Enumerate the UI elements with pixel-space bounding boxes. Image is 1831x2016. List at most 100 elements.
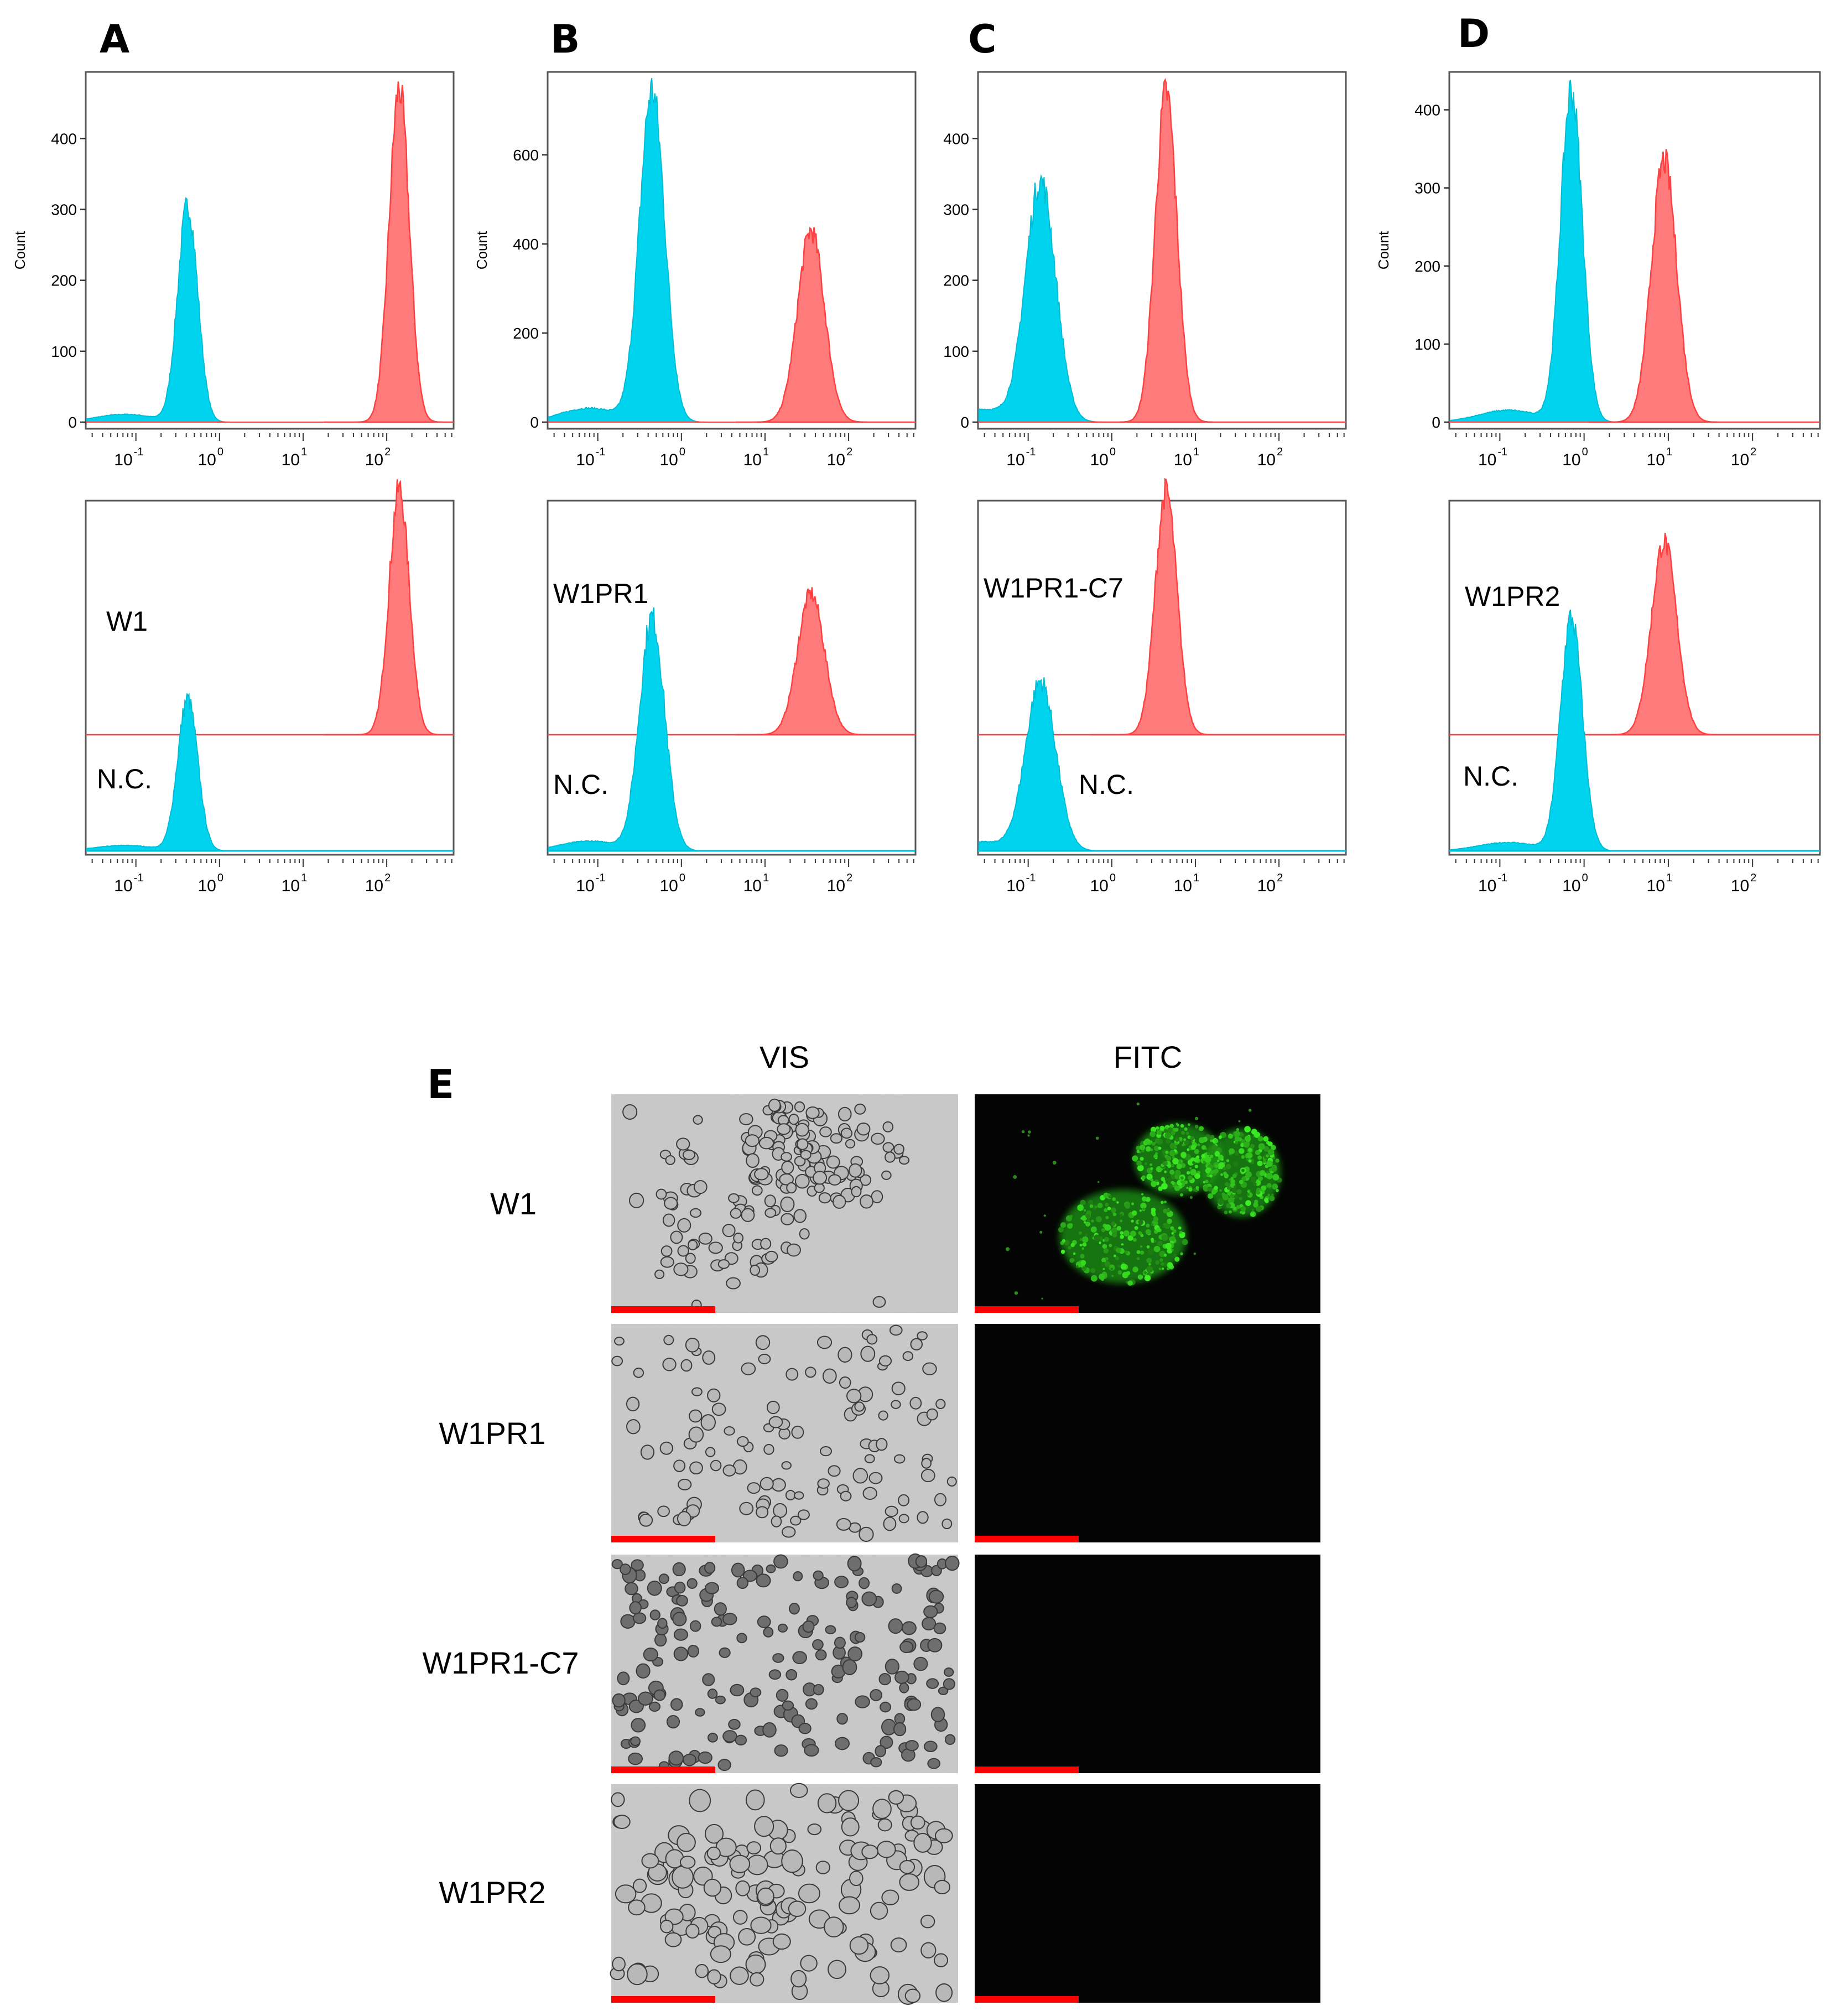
cell — [943, 1678, 955, 1690]
cell — [834, 1576, 849, 1588]
fluorescent-cell — [1138, 1219, 1144, 1225]
fitc-image — [975, 1094, 1320, 1313]
fluorescent-cell — [1224, 1210, 1228, 1214]
cell — [943, 1667, 954, 1677]
x-axis-top-tick-exp: 0 — [217, 446, 223, 458]
fluorescent-cell — [1250, 1144, 1255, 1149]
cell — [762, 1722, 777, 1738]
y-tick-label: 600 — [513, 147, 539, 164]
fluorescent-cell — [1234, 1194, 1239, 1199]
fluorescent-cell — [1226, 1159, 1230, 1162]
fluorescent-cell — [1146, 1266, 1153, 1273]
fluorescent-cell — [1132, 1155, 1138, 1162]
fluorescent-speck — [1210, 1135, 1215, 1140]
cell — [760, 1238, 772, 1250]
cell — [736, 1633, 747, 1644]
cell — [689, 1409, 703, 1423]
cell — [640, 1445, 655, 1460]
fluorescent-cell — [1151, 1142, 1156, 1146]
fluorescent-cell — [1150, 1148, 1153, 1151]
scale-bar — [975, 1306, 1079, 1313]
cell — [708, 1241, 723, 1254]
fluorescent-cell — [1153, 1245, 1161, 1253]
fluorescent-cell — [1190, 1169, 1197, 1176]
cell — [673, 1628, 688, 1641]
cell — [722, 1464, 736, 1477]
fluorescent-cell — [1210, 1155, 1214, 1158]
cell — [888, 1790, 904, 1805]
cell — [910, 1338, 923, 1350]
cell — [842, 1659, 857, 1675]
cell — [707, 1969, 721, 1984]
fluorescent-cell — [1146, 1173, 1153, 1180]
fluorescent-cell — [1156, 1166, 1162, 1173]
control-histogram-top — [548, 77, 714, 423]
cell — [872, 1799, 892, 1819]
cell — [625, 1582, 638, 1596]
x-axis-bottom-tick-exp: -1 — [596, 872, 606, 884]
fluorescent-cell — [1089, 1204, 1094, 1208]
cell — [647, 1580, 662, 1596]
fluorescent-cell — [1208, 1193, 1214, 1199]
cell — [866, 1334, 878, 1345]
x-axis-bottom-tick-exp: 2 — [1750, 872, 1756, 884]
cell — [620, 1614, 636, 1629]
fluorescent-cell — [1269, 1195, 1275, 1202]
fluorescent-cell — [1219, 1189, 1222, 1192]
fluorescent-cell — [1227, 1133, 1234, 1139]
fluorescent-cell — [1172, 1229, 1177, 1233]
cell — [921, 1617, 937, 1631]
cell — [849, 1163, 862, 1178]
cell — [763, 1443, 774, 1455]
cell — [677, 1511, 691, 1526]
x-axis-top-tick-label: 10 — [1731, 451, 1749, 469]
fluorescent-cell — [1229, 1148, 1235, 1155]
fluorescent-cell — [1251, 1209, 1254, 1212]
cell — [670, 1698, 683, 1711]
cell — [819, 1446, 833, 1457]
y-axis-label: Count — [1375, 231, 1392, 269]
fluorescent-cell — [1174, 1137, 1180, 1142]
cell — [830, 1133, 843, 1144]
cell — [658, 1573, 669, 1584]
fluorescent-cell — [1124, 1250, 1128, 1254]
cell — [626, 1419, 641, 1435]
x-axis-bottom-tick-label: 10 — [659, 877, 678, 895]
fluorescent-cell — [1117, 1270, 1122, 1275]
cell — [933, 1622, 946, 1634]
cell — [781, 1161, 794, 1175]
cell — [628, 1192, 644, 1208]
fluorescent-cell — [1165, 1243, 1172, 1249]
sample-name-label: W1PR1 — [553, 578, 648, 609]
x-axis-bottom-tick-exp: 1 — [763, 872, 769, 884]
fluorescent-cell — [1212, 1175, 1215, 1178]
fluorescent-cell — [1111, 1207, 1116, 1213]
fluorescent-cell — [1132, 1266, 1138, 1272]
cell — [628, 1752, 643, 1765]
cell — [913, 1833, 932, 1853]
fluorescent-cell — [1234, 1136, 1240, 1142]
cell — [638, 1691, 653, 1706]
fluorescent-speck — [1167, 1209, 1171, 1213]
fluorescent-cell — [1151, 1181, 1157, 1187]
fluorescent-cell — [1119, 1214, 1123, 1217]
fluorescent-cell — [1153, 1240, 1157, 1243]
fluorescent-speck — [1013, 1175, 1017, 1179]
cell — [764, 1194, 776, 1208]
cell — [703, 1878, 722, 1897]
image-row-w1pr2: W1PR2 — [439, 1783, 1320, 2005]
image-row-w1pr1-c7: W1PR1-C7 — [422, 1553, 1320, 1773]
fluorescent-cell — [1161, 1183, 1168, 1189]
cell — [928, 1589, 944, 1604]
fluorescent-cell — [1261, 1146, 1263, 1149]
cell — [631, 1718, 646, 1733]
fluorescent-cell — [1126, 1271, 1131, 1276]
fluorescent-cell — [1113, 1254, 1116, 1258]
cell — [711, 1402, 726, 1416]
fluorescent-cell — [1184, 1127, 1188, 1131]
cell — [795, 1173, 810, 1189]
cell — [777, 1623, 788, 1633]
x-axis-bottom-tick-label: 10 — [1562, 877, 1580, 895]
fluorescent-cell — [1174, 1170, 1181, 1176]
